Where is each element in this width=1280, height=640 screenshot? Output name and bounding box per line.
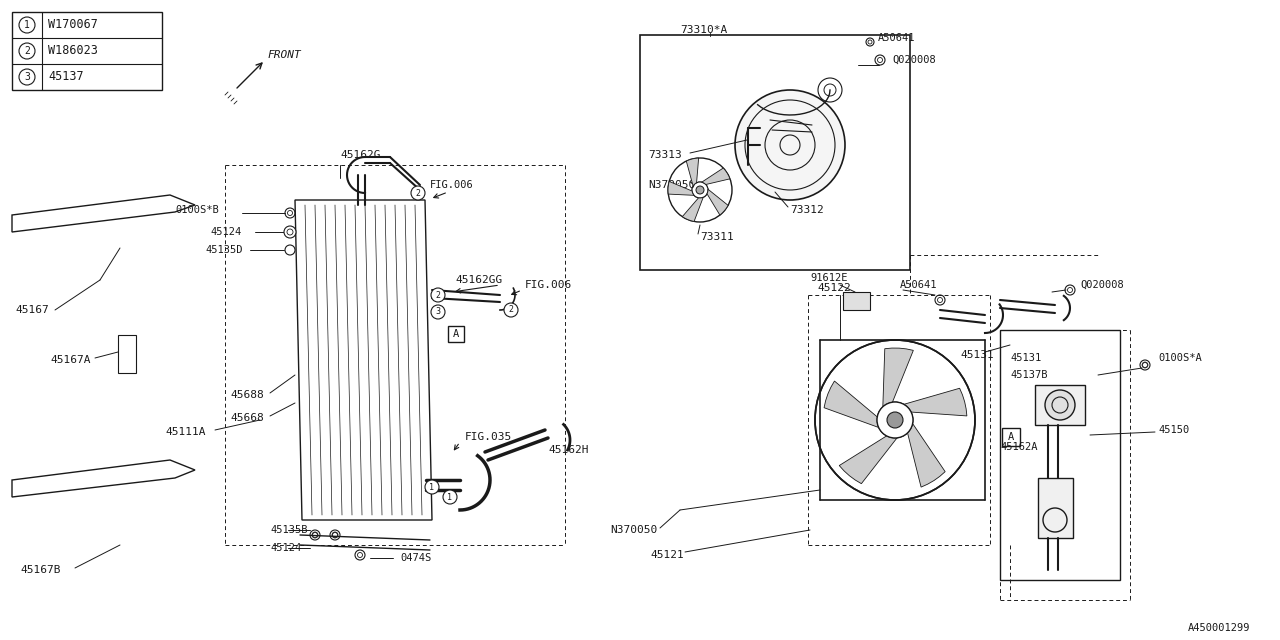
- Circle shape: [425, 480, 439, 494]
- Text: W170067: W170067: [49, 19, 97, 31]
- Circle shape: [692, 182, 708, 198]
- Text: 1: 1: [430, 483, 434, 492]
- Circle shape: [19, 43, 35, 59]
- Text: 73313: 73313: [648, 150, 682, 160]
- Text: A450001299: A450001299: [1188, 623, 1251, 633]
- Bar: [118, 335, 136, 373]
- Circle shape: [696, 186, 704, 194]
- Bar: [448, 326, 465, 342]
- Text: FRONT: FRONT: [268, 50, 302, 60]
- Text: 1: 1: [24, 20, 29, 30]
- Text: 0100S*B: 0100S*B: [175, 205, 219, 215]
- Circle shape: [877, 402, 913, 438]
- Text: FIG.035: FIG.035: [465, 432, 512, 442]
- Text: 45135D: 45135D: [205, 245, 242, 255]
- Polygon shape: [701, 168, 730, 184]
- Text: 2: 2: [508, 305, 513, 314]
- Bar: [12, 12, 163, 90]
- Polygon shape: [844, 292, 870, 310]
- Text: 91612E: 91612E: [810, 273, 847, 283]
- Polygon shape: [908, 424, 945, 487]
- Bar: [1000, 330, 1120, 580]
- Text: 45688: 45688: [230, 390, 264, 400]
- Circle shape: [504, 303, 518, 317]
- Text: W186023: W186023: [49, 45, 97, 58]
- Polygon shape: [294, 200, 433, 520]
- Circle shape: [815, 340, 975, 500]
- Text: A50641: A50641: [878, 33, 915, 43]
- Circle shape: [735, 90, 845, 200]
- Polygon shape: [824, 381, 878, 428]
- Text: 0474S: 0474S: [399, 553, 431, 563]
- Bar: [1036, 385, 1085, 425]
- Circle shape: [887, 412, 902, 428]
- Circle shape: [431, 305, 445, 319]
- Text: 45162GG: 45162GG: [454, 275, 502, 285]
- Text: 45162H: 45162H: [548, 445, 589, 455]
- Circle shape: [1044, 390, 1075, 420]
- Text: 45167A: 45167A: [50, 355, 91, 365]
- Text: A: A: [453, 329, 460, 339]
- Text: N370050: N370050: [648, 180, 695, 190]
- Polygon shape: [686, 158, 699, 186]
- Polygon shape: [12, 195, 195, 232]
- Text: 2: 2: [435, 291, 440, 300]
- Text: 45122: 45122: [817, 283, 851, 293]
- Text: 45167: 45167: [15, 305, 49, 315]
- Polygon shape: [12, 460, 195, 497]
- Text: 0100S*A: 0100S*A: [1158, 353, 1202, 363]
- Text: 45131: 45131: [1010, 353, 1041, 363]
- Polygon shape: [668, 181, 694, 195]
- Text: FIG.006: FIG.006: [430, 180, 474, 190]
- Text: 45162A: 45162A: [1000, 442, 1038, 452]
- Polygon shape: [883, 348, 914, 407]
- Text: 1: 1: [448, 493, 453, 502]
- Polygon shape: [904, 388, 966, 416]
- Text: 73311: 73311: [700, 232, 733, 242]
- Circle shape: [284, 226, 296, 238]
- Circle shape: [877, 402, 913, 438]
- Text: 2: 2: [24, 46, 29, 56]
- Polygon shape: [682, 197, 703, 221]
- Polygon shape: [840, 436, 897, 484]
- Polygon shape: [707, 189, 728, 215]
- Text: 45150: 45150: [1158, 425, 1189, 435]
- Bar: [1002, 428, 1020, 446]
- Circle shape: [19, 69, 35, 85]
- Text: 45668: 45668: [230, 413, 264, 423]
- Circle shape: [19, 17, 35, 33]
- Text: 45131: 45131: [960, 350, 993, 360]
- Text: 3: 3: [435, 307, 440, 317]
- Text: 45111A: 45111A: [165, 427, 206, 437]
- Circle shape: [285, 245, 294, 255]
- Text: 45124: 45124: [270, 543, 301, 553]
- Text: 3: 3: [24, 72, 29, 82]
- Text: A50641: A50641: [900, 280, 937, 290]
- Text: 45135B: 45135B: [270, 525, 307, 535]
- Text: 45137: 45137: [49, 70, 83, 83]
- Circle shape: [443, 490, 457, 504]
- Text: 73310*A: 73310*A: [680, 25, 727, 35]
- Text: N370050: N370050: [611, 525, 657, 535]
- Text: FIG.006: FIG.006: [525, 280, 572, 290]
- Circle shape: [431, 288, 445, 302]
- Bar: [640, 35, 910, 270]
- Circle shape: [411, 186, 425, 200]
- Text: 45167B: 45167B: [20, 565, 60, 575]
- Text: 45124: 45124: [210, 227, 241, 237]
- Text: 73312: 73312: [790, 205, 824, 215]
- Text: 45162G: 45162G: [340, 150, 380, 160]
- Bar: [1038, 478, 1073, 538]
- Text: 45137B: 45137B: [1010, 370, 1047, 380]
- Text: Q020008: Q020008: [1080, 280, 1124, 290]
- Circle shape: [692, 182, 708, 198]
- Text: 2: 2: [416, 189, 421, 198]
- Text: Q020008: Q020008: [892, 55, 936, 65]
- Text: A: A: [1007, 432, 1014, 442]
- Text: 45121: 45121: [650, 550, 684, 560]
